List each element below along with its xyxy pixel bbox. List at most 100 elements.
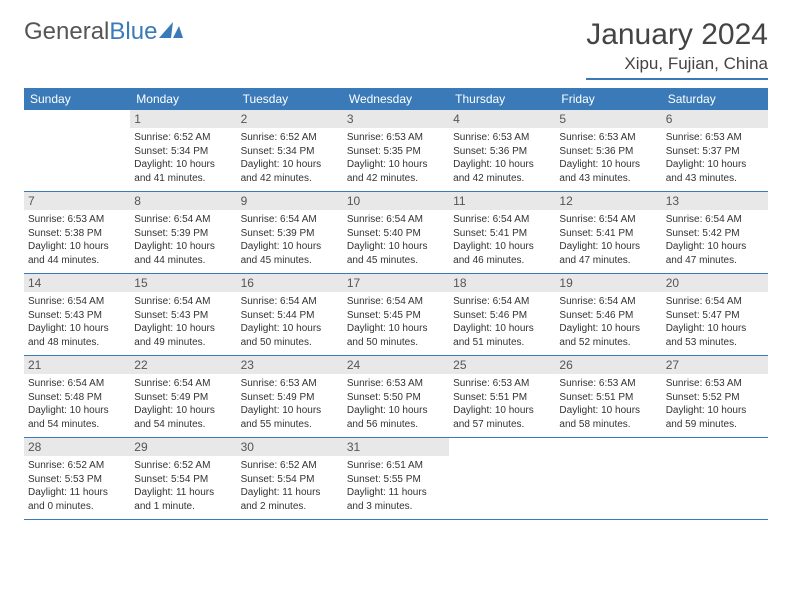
day-number: 23 bbox=[237, 356, 343, 374]
week-row: 28Sunrise: 6:52 AMSunset: 5:53 PMDayligh… bbox=[24, 438, 768, 520]
sunset-text: Sunset: 5:54 PM bbox=[134, 473, 232, 487]
sunset-text: Sunset: 5:38 PM bbox=[28, 227, 126, 241]
calendar-cell: . bbox=[449, 438, 555, 519]
daylight-text: Daylight: 10 hours bbox=[347, 240, 445, 254]
day-header-cell: Tuesday bbox=[237, 88, 343, 110]
daylight-text: and 56 minutes. bbox=[347, 418, 445, 432]
sunrise-text: Sunrise: 6:54 AM bbox=[28, 295, 126, 309]
sunrise-text: Sunrise: 6:53 AM bbox=[28, 213, 126, 227]
sunrise-text: Sunrise: 6:53 AM bbox=[559, 377, 657, 391]
day-number: 14 bbox=[24, 274, 130, 292]
daylight-text: and 51 minutes. bbox=[453, 336, 551, 350]
calendar-cell: 19Sunrise: 6:54 AMSunset: 5:46 PMDayligh… bbox=[555, 274, 661, 355]
sunset-text: Sunset: 5:53 PM bbox=[28, 473, 126, 487]
calendar-cell: 29Sunrise: 6:52 AMSunset: 5:54 PMDayligh… bbox=[130, 438, 236, 519]
sunrise-text: Sunrise: 6:54 AM bbox=[134, 377, 232, 391]
sunrise-text: Sunrise: 6:52 AM bbox=[241, 459, 339, 473]
daylight-text: and 54 minutes. bbox=[134, 418, 232, 432]
sunrise-text: Sunrise: 6:54 AM bbox=[559, 295, 657, 309]
daylight-text: Daylight: 10 hours bbox=[347, 404, 445, 418]
day-header-row: SundayMondayTuesdayWednesdayThursdayFrid… bbox=[24, 88, 768, 110]
sunset-text: Sunset: 5:51 PM bbox=[559, 391, 657, 405]
week-row: 14Sunrise: 6:54 AMSunset: 5:43 PMDayligh… bbox=[24, 274, 768, 356]
calendar-cell: 25Sunrise: 6:53 AMSunset: 5:51 PMDayligh… bbox=[449, 356, 555, 437]
daylight-text: and 57 minutes. bbox=[453, 418, 551, 432]
sunrise-text: Sunrise: 6:54 AM bbox=[453, 295, 551, 309]
daylight-text: and 46 minutes. bbox=[453, 254, 551, 268]
daylight-text: and 42 minutes. bbox=[241, 172, 339, 186]
sunset-text: Sunset: 5:43 PM bbox=[28, 309, 126, 323]
calendar-cell: 2Sunrise: 6:52 AMSunset: 5:34 PMDaylight… bbox=[237, 110, 343, 191]
sunset-text: Sunset: 5:40 PM bbox=[347, 227, 445, 241]
day-number: 3 bbox=[343, 110, 449, 128]
daylight-text: and 58 minutes. bbox=[559, 418, 657, 432]
sunset-text: Sunset: 5:44 PM bbox=[241, 309, 339, 323]
day-number: 31 bbox=[343, 438, 449, 456]
calendar-cell: 12Sunrise: 6:54 AMSunset: 5:41 PMDayligh… bbox=[555, 192, 661, 273]
calendar-cell: . bbox=[555, 438, 661, 519]
calendar-cell: 21Sunrise: 6:54 AMSunset: 5:48 PMDayligh… bbox=[24, 356, 130, 437]
daylight-text: Daylight: 10 hours bbox=[453, 158, 551, 172]
daylight-text: and 42 minutes. bbox=[453, 172, 551, 186]
sunrise-text: Sunrise: 6:54 AM bbox=[134, 213, 232, 227]
daylight-text: and 44 minutes. bbox=[28, 254, 126, 268]
daylight-text: and 54 minutes. bbox=[28, 418, 126, 432]
logo-triangle-icon bbox=[159, 20, 187, 45]
sunrise-text: Sunrise: 6:53 AM bbox=[241, 377, 339, 391]
sunrise-text: Sunrise: 6:54 AM bbox=[241, 213, 339, 227]
day-number: 4 bbox=[449, 110, 555, 128]
daylight-text: and 44 minutes. bbox=[134, 254, 232, 268]
logo-word1: General bbox=[24, 18, 109, 45]
daylight-text: and 45 minutes. bbox=[347, 254, 445, 268]
sunrise-text: Sunrise: 6:52 AM bbox=[241, 131, 339, 145]
daylight-text: Daylight: 10 hours bbox=[666, 158, 764, 172]
week-row: .1Sunrise: 6:52 AMSunset: 5:34 PMDayligh… bbox=[24, 110, 768, 192]
day-number: 7 bbox=[24, 192, 130, 210]
sunrise-text: Sunrise: 6:53 AM bbox=[453, 377, 551, 391]
day-number: 18 bbox=[449, 274, 555, 292]
sunset-text: Sunset: 5:37 PM bbox=[666, 145, 764, 159]
sunrise-text: Sunrise: 6:52 AM bbox=[134, 131, 232, 145]
day-number: 17 bbox=[343, 274, 449, 292]
daylight-text: and 47 minutes. bbox=[559, 254, 657, 268]
sunset-text: Sunset: 5:39 PM bbox=[241, 227, 339, 241]
daylight-text: Daylight: 10 hours bbox=[559, 158, 657, 172]
sunrise-text: Sunrise: 6:54 AM bbox=[666, 295, 764, 309]
calendar-cell: 24Sunrise: 6:53 AMSunset: 5:50 PMDayligh… bbox=[343, 356, 449, 437]
day-header-cell: Friday bbox=[555, 88, 661, 110]
day-number: 16 bbox=[237, 274, 343, 292]
calendar-cell: 15Sunrise: 6:54 AMSunset: 5:43 PMDayligh… bbox=[130, 274, 236, 355]
calendar-cell: 6Sunrise: 6:53 AMSunset: 5:37 PMDaylight… bbox=[662, 110, 768, 191]
sunset-text: Sunset: 5:51 PM bbox=[453, 391, 551, 405]
daylight-text: and 0 minutes. bbox=[28, 500, 126, 514]
sunrise-text: Sunrise: 6:53 AM bbox=[666, 131, 764, 145]
daylight-text: Daylight: 10 hours bbox=[241, 158, 339, 172]
daylight-text: Daylight: 11 hours bbox=[347, 486, 445, 500]
sunset-text: Sunset: 5:39 PM bbox=[134, 227, 232, 241]
daylight-text: Daylight: 10 hours bbox=[453, 404, 551, 418]
calendar-cell: 27Sunrise: 6:53 AMSunset: 5:52 PMDayligh… bbox=[662, 356, 768, 437]
day-number: 12 bbox=[555, 192, 661, 210]
day-number: 27 bbox=[662, 356, 768, 374]
calendar-cell: 14Sunrise: 6:54 AMSunset: 5:43 PMDayligh… bbox=[24, 274, 130, 355]
calendar-cell: 18Sunrise: 6:54 AMSunset: 5:46 PMDayligh… bbox=[449, 274, 555, 355]
daylight-text: and 52 minutes. bbox=[559, 336, 657, 350]
sunset-text: Sunset: 5:36 PM bbox=[453, 145, 551, 159]
daylight-text: Daylight: 10 hours bbox=[559, 322, 657, 336]
sunrise-text: Sunrise: 6:52 AM bbox=[134, 459, 232, 473]
sunset-text: Sunset: 5:54 PM bbox=[241, 473, 339, 487]
sunrise-text: Sunrise: 6:54 AM bbox=[134, 295, 232, 309]
day-header-cell: Sunday bbox=[24, 88, 130, 110]
sunrise-text: Sunrise: 6:54 AM bbox=[241, 295, 339, 309]
day-number: 21 bbox=[24, 356, 130, 374]
daylight-text: Daylight: 10 hours bbox=[559, 404, 657, 418]
day-number: 11 bbox=[449, 192, 555, 210]
calendar-cell: 8Sunrise: 6:54 AMSunset: 5:39 PMDaylight… bbox=[130, 192, 236, 273]
calendar-cell: 28Sunrise: 6:52 AMSunset: 5:53 PMDayligh… bbox=[24, 438, 130, 519]
logo-text: GeneralBlue bbox=[24, 18, 157, 46]
daylight-text: and 1 minute. bbox=[134, 500, 232, 514]
calendar-cell: 4Sunrise: 6:53 AMSunset: 5:36 PMDaylight… bbox=[449, 110, 555, 191]
sunrise-text: Sunrise: 6:54 AM bbox=[666, 213, 764, 227]
sunrise-text: Sunrise: 6:53 AM bbox=[347, 377, 445, 391]
day-number: 5 bbox=[555, 110, 661, 128]
